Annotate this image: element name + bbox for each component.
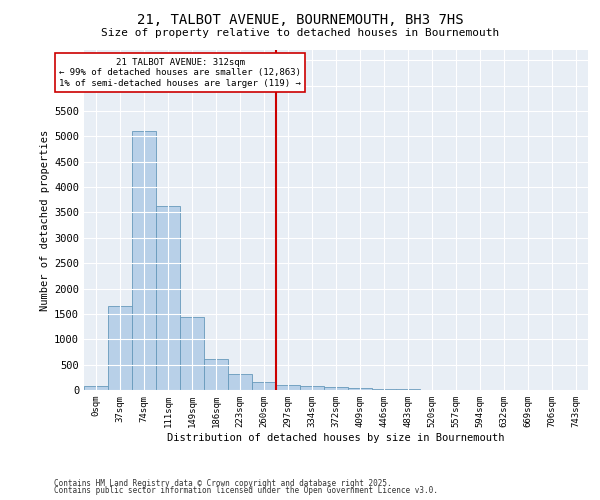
- Bar: [228, 374, 252, 390]
- Y-axis label: Number of detached properties: Number of detached properties: [40, 130, 50, 310]
- Bar: [204, 358, 228, 390]
- Text: 21, TALBOT AVENUE, BOURNEMOUTH, BH3 7HS: 21, TALBOT AVENUE, BOURNEMOUTH, BH3 7HS: [137, 12, 463, 26]
- Bar: [348, 388, 372, 390]
- Bar: [156, 206, 180, 390]
- Bar: [84, 386, 108, 390]
- Bar: [180, 318, 204, 390]
- Text: Contains HM Land Registry data © Crown copyright and database right 2025.: Contains HM Land Registry data © Crown c…: [54, 478, 392, 488]
- Bar: [276, 384, 300, 390]
- Bar: [372, 389, 396, 390]
- X-axis label: Distribution of detached houses by size in Bournemouth: Distribution of detached houses by size …: [167, 432, 505, 442]
- Bar: [108, 306, 132, 390]
- Bar: [324, 387, 348, 390]
- Bar: [252, 382, 276, 390]
- Text: Contains public sector information licensed under the Open Government Licence v3: Contains public sector information licen…: [54, 486, 438, 495]
- Bar: [132, 131, 156, 390]
- Text: 21 TALBOT AVENUE: 312sqm
← 99% of detached houses are smaller (12,863)
1% of sem: 21 TALBOT AVENUE: 312sqm ← 99% of detach…: [59, 58, 301, 88]
- Bar: [300, 386, 324, 390]
- Text: Size of property relative to detached houses in Bournemouth: Size of property relative to detached ho…: [101, 28, 499, 38]
